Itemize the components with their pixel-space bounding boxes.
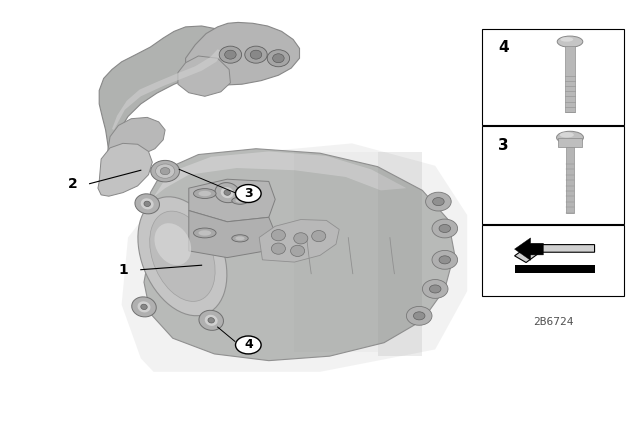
Ellipse shape [132,297,156,317]
Ellipse shape [236,199,244,202]
Polygon shape [294,152,378,352]
Ellipse shape [245,46,268,63]
Text: 2: 2 [68,177,78,191]
Bar [559,138,582,147]
Ellipse shape [439,224,451,233]
Ellipse shape [561,37,573,42]
Ellipse shape [312,231,326,242]
Ellipse shape [557,131,584,144]
Ellipse shape [193,189,216,198]
Ellipse shape [268,50,289,67]
Ellipse shape [560,132,574,138]
Polygon shape [144,149,454,361]
Ellipse shape [433,198,444,206]
Ellipse shape [429,285,441,293]
Polygon shape [189,179,275,222]
Polygon shape [178,56,230,96]
Ellipse shape [150,211,215,302]
Text: 4: 4 [244,338,253,352]
Ellipse shape [156,164,175,178]
Polygon shape [259,220,339,262]
Bar [482,225,624,296]
Ellipse shape [151,160,179,182]
Ellipse shape [141,304,147,310]
Ellipse shape [135,194,159,214]
Ellipse shape [154,223,191,265]
Ellipse shape [198,191,211,196]
Ellipse shape [236,237,244,240]
Polygon shape [154,151,406,197]
Ellipse shape [219,46,241,63]
Text: 4: 4 [498,40,509,56]
Bar [565,46,575,112]
Ellipse shape [406,306,432,325]
Ellipse shape [432,219,458,238]
Ellipse shape [271,243,285,254]
Ellipse shape [426,192,451,211]
Circle shape [236,336,261,354]
Bar [482,126,624,224]
Ellipse shape [205,315,218,326]
Ellipse shape [294,233,308,244]
Circle shape [236,185,261,202]
Ellipse shape [271,230,285,241]
Ellipse shape [208,318,214,323]
Bar [515,265,595,273]
Polygon shape [515,245,595,263]
Polygon shape [108,117,165,161]
Polygon shape [378,152,422,356]
Polygon shape [112,49,223,130]
Ellipse shape [422,280,448,298]
Ellipse shape [557,36,583,47]
Bar [482,29,624,125]
Ellipse shape [141,198,154,209]
Polygon shape [99,26,229,152]
Ellipse shape [215,183,239,202]
Ellipse shape [198,230,211,236]
Text: 1: 1 [118,263,128,277]
Ellipse shape [413,312,425,320]
Bar [566,147,575,213]
Polygon shape [186,22,300,85]
Text: 2B6724: 2B6724 [532,317,573,327]
Ellipse shape [224,190,230,195]
Ellipse shape [199,310,223,330]
Ellipse shape [432,250,458,269]
Polygon shape [189,211,275,258]
Ellipse shape [160,168,170,175]
Polygon shape [98,143,152,196]
Text: 3: 3 [244,187,253,200]
Ellipse shape [439,256,451,264]
Ellipse shape [144,201,150,207]
Ellipse shape [193,228,216,238]
Ellipse shape [221,187,234,198]
Ellipse shape [232,197,248,204]
Ellipse shape [138,302,150,312]
Ellipse shape [250,50,262,59]
Ellipse shape [138,197,227,316]
Polygon shape [515,238,543,260]
Polygon shape [122,143,467,372]
Text: 3: 3 [498,138,509,153]
Ellipse shape [225,50,236,59]
Ellipse shape [232,235,248,242]
Ellipse shape [273,54,284,63]
Ellipse shape [291,246,305,256]
